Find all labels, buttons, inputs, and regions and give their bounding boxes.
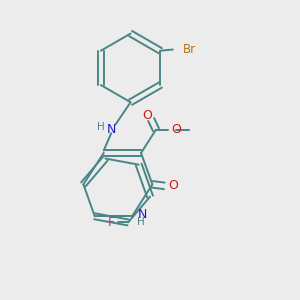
Text: N: N [106, 123, 116, 136]
Text: O: O [143, 109, 152, 122]
Text: O: O [168, 179, 178, 192]
Text: O: O [171, 123, 181, 136]
Text: N: N [137, 208, 147, 221]
Text: H: H [137, 217, 145, 227]
Text: H: H [97, 122, 105, 132]
Text: Br: Br [183, 43, 196, 56]
Text: F: F [108, 216, 115, 229]
